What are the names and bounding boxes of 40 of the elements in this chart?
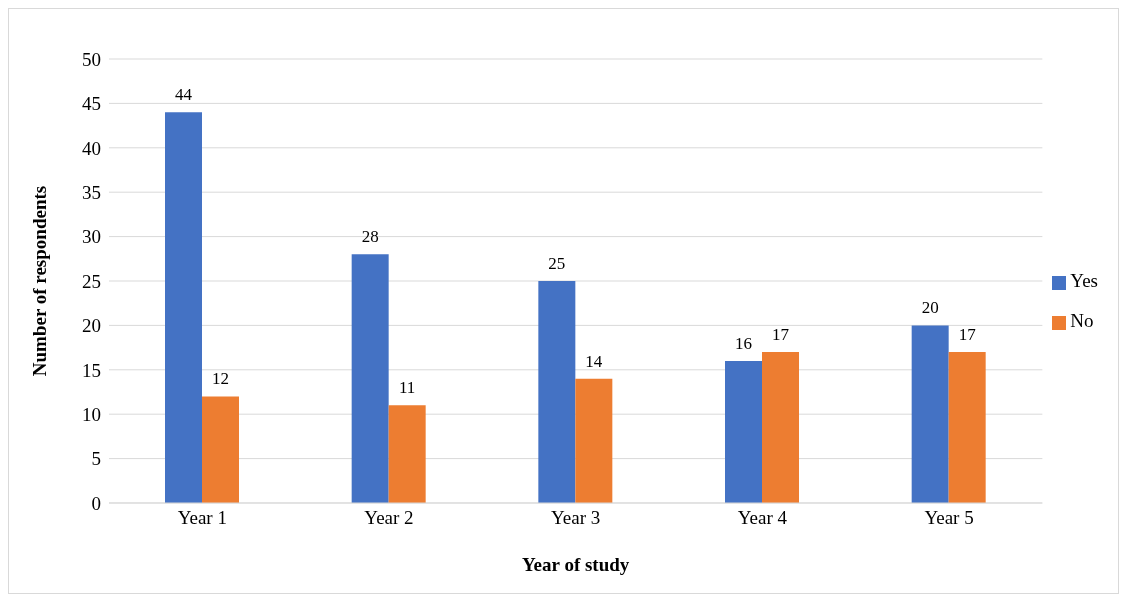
y-tick-label: 30 [82, 226, 101, 248]
data-label: 11 [398, 378, 416, 398]
y-tick-label: 35 [82, 181, 101, 203]
x-tick-label: Year 3 [551, 507, 601, 529]
bar [538, 281, 576, 503]
legend-label: Yes [1070, 270, 1098, 291]
legend-label: No [1070, 310, 1094, 331]
data-label: 20 [921, 298, 939, 318]
y-tick-label: 0 [91, 492, 101, 514]
bar [762, 352, 800, 503]
x-tick-label: Year 4 [737, 507, 788, 529]
bar [351, 254, 389, 503]
y-tick-label: 10 [82, 403, 101, 425]
bar [202, 396, 239, 503]
data-label: 12 [212, 369, 229, 389]
y-tick-label: 40 [82, 137, 101, 159]
data-label: 17 [772, 325, 790, 345]
y-tick-label: 15 [82, 359, 101, 381]
x-axis-title: Year of study [522, 554, 630, 575]
data-label: 14 [585, 351, 603, 371]
bar [575, 378, 613, 503]
bar [948, 352, 986, 503]
data-label: 16 [735, 333, 753, 353]
y-tick-label: 45 [82, 93, 101, 115]
y-tick-label: 20 [82, 315, 101, 337]
data-label: 28 [361, 227, 379, 247]
x-tick-label: Year 5 [924, 507, 974, 529]
x-tick-label: Year 2 [364, 507, 414, 529]
bar [388, 405, 426, 503]
bar [911, 325, 949, 503]
data-label: 25 [548, 254, 566, 273]
data-label: 17 [958, 325, 977, 345]
x-tick-label: Year 1 [177, 507, 227, 529]
bar [165, 112, 202, 503]
y-tick-label: 25 [82, 270, 101, 292]
data-label: 44 [175, 85, 193, 105]
bar [725, 360, 763, 503]
y-tick-label: 50 [82, 48, 101, 70]
y-tick-label: 5 [91, 448, 101, 470]
y-axis-title: Number of respondents [28, 185, 50, 377]
